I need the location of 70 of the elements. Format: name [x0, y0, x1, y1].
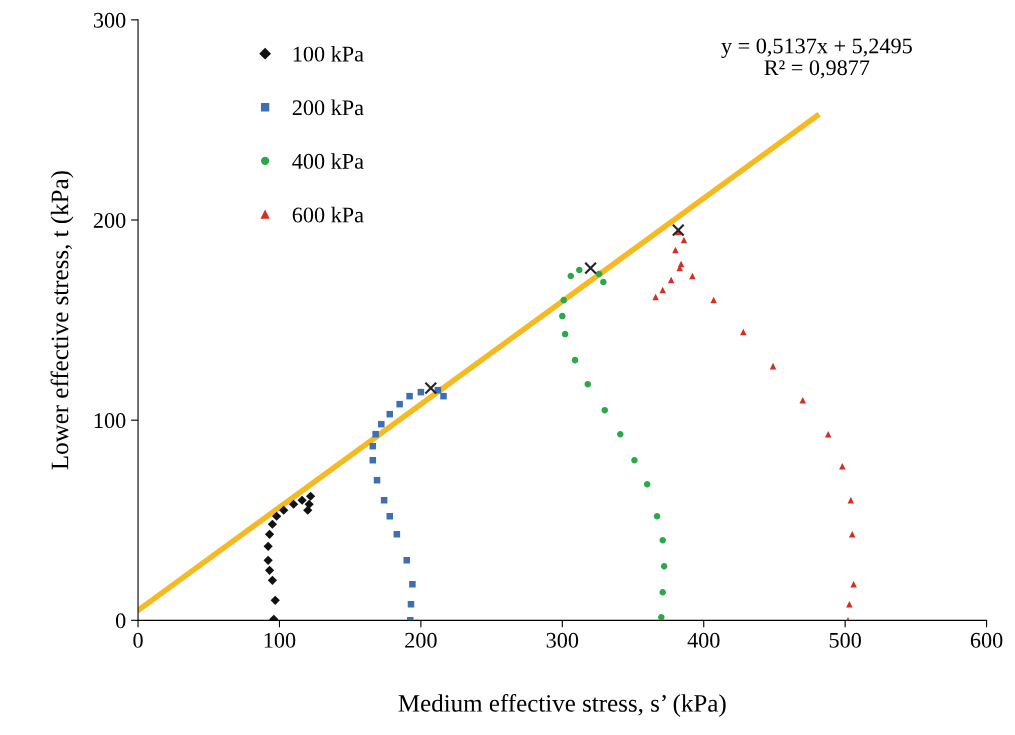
- point: [584, 380, 592, 388]
- point: [263, 555, 273, 565]
- x-axis-title: Medium effective stress, s’ (kPa): [398, 693, 726, 717]
- point: [643, 480, 651, 488]
- legend-label: 200 kPa: [292, 99, 364, 116]
- point: [289, 499, 299, 509]
- point: [659, 537, 666, 544]
- point: [659, 286, 666, 294]
- y-tick-label: 300: [93, 12, 126, 28]
- x-tick-label: 200: [405, 632, 437, 648]
- y-tick-label: 0: [115, 613, 126, 629]
- point: [601, 406, 608, 414]
- point: [576, 266, 583, 274]
- point: [393, 531, 401, 538]
- point: [848, 531, 856, 538]
- point: [595, 270, 603, 278]
- point: [407, 601, 415, 608]
- point: [305, 491, 316, 501]
- y-tick-label: 100: [94, 413, 126, 429]
- point: [567, 272, 575, 280]
- point: [631, 456, 638, 464]
- legend-label: 100 kPa: [293, 45, 364, 62]
- point: [659, 589, 666, 596]
- point: [396, 400, 403, 408]
- point: [571, 356, 579, 364]
- x-tick-label: 500: [829, 632, 861, 648]
- point: [671, 223, 685, 237]
- legend-label: 400 kPa: [292, 153, 364, 169]
- point: [267, 519, 277, 529]
- point: [403, 557, 410, 564]
- point: [658, 614, 665, 621]
- point: [378, 420, 385, 428]
- point: [263, 541, 273, 551]
- point: [269, 614, 279, 621]
- y-tick-label: 200: [93, 212, 126, 228]
- point: [303, 505, 313, 515]
- point: [584, 261, 598, 275]
- point: [559, 312, 566, 320]
- legend-label: 600 kPa: [292, 206, 364, 223]
- point: [386, 513, 394, 520]
- point: [850, 581, 857, 588]
- y-axis-title: Lower effective stress, t (kPa): [50, 171, 74, 470]
- point: [561, 330, 569, 338]
- point: [617, 430, 624, 438]
- x-tick-label: 400: [687, 632, 720, 648]
- point: [409, 581, 416, 588]
- point: [799, 396, 806, 404]
- point: [264, 529, 275, 539]
- point: [846, 601, 853, 608]
- point: [270, 595, 280, 605]
- point: [440, 392, 447, 400]
- point: [267, 575, 277, 585]
- point: [372, 430, 379, 438]
- point: [264, 565, 275, 575]
- annotation: y = 0,5137x + 5,2495 R² = 0,9877: [721, 38, 912, 79]
- point: [653, 513, 661, 520]
- point: [424, 381, 438, 395]
- point: [660, 563, 668, 570]
- point: [600, 278, 607, 286]
- point: [272, 511, 282, 521]
- x-tick-label: 100: [264, 632, 296, 648]
- x-tick-label: 300: [546, 632, 579, 648]
- point: [740, 328, 747, 336]
- x-tick-label: 600: [970, 632, 1003, 648]
- point: [406, 392, 413, 400]
- point: [667, 276, 675, 284]
- x-tick-label: 0: [133, 632, 143, 648]
- point: [279, 505, 289, 515]
- point: [297, 495, 307, 505]
- point: [560, 296, 567, 304]
